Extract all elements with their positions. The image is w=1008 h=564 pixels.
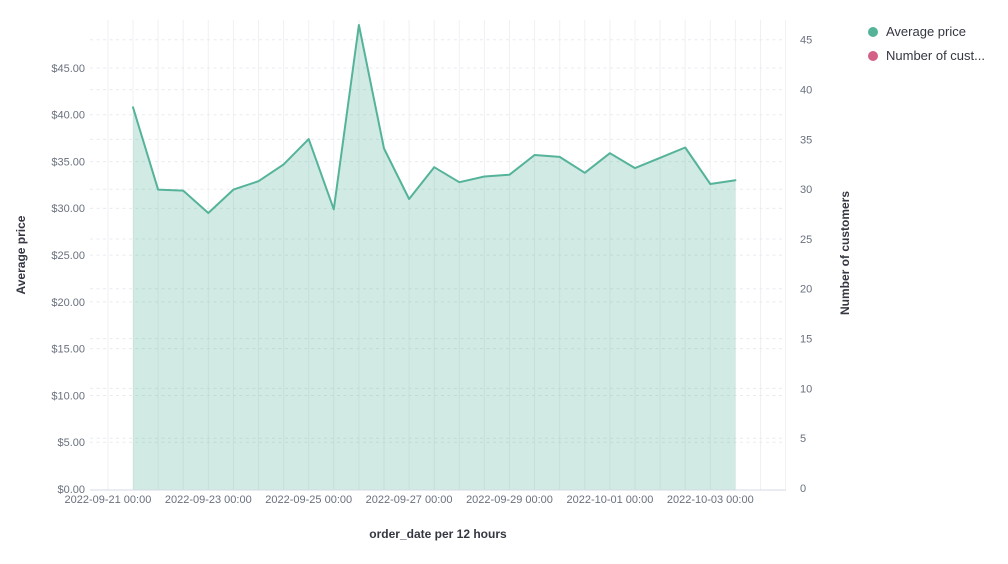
legend-item-number-of-customers[interactable]: Number of cust... <box>868 49 985 63</box>
left-axis-tick-label: $5.00 <box>57 437 85 449</box>
left-axis-tick-label: $40.00 <box>51 110 85 122</box>
left-axis-tick-labels: $0.00 $5.00 $10.00 $15.00 $20.00 $25.00 $30.00… <box>51 63 85 496</box>
x-axis-tick-label: 2022-09-21 00:00 <box>64 494 151 506</box>
left-axis-tick-label: $20.00 <box>51 297 85 309</box>
x-axis-tick-label: 2022-09-27 00:00 <box>366 494 453 506</box>
left-axis-tick-label: $45.00 <box>51 63 85 75</box>
average-price-area[interactable] <box>133 25 736 490</box>
left-axis-tick-label: $0.00 <box>57 484 85 496</box>
legend-label: Average price <box>886 24 966 39</box>
legend: Average price Number of cust... <box>868 25 985 63</box>
right-axis-tick-label: 5 <box>800 433 806 445</box>
left-axis-tick-label: $30.00 <box>51 203 85 215</box>
right-axis-tick-labels: 0 5 10 15 20 25 30 35 40 45 <box>800 35 812 495</box>
x-axis-tick-labels: 2022-09-21 00:00 2022-09-23 00:00 2022-09-… <box>64 494 753 506</box>
legend-item-average-price[interactable]: Average price <box>868 25 985 39</box>
left-axis-tick-label: $25.00 <box>51 250 85 262</box>
horizontal-gridlines <box>90 39 786 443</box>
x-axis-tick-label: 2022-10-01 00:00 <box>566 494 653 506</box>
average-price-line <box>132 24 737 214</box>
x-axis-tick-label: 2022-09-29 00:00 <box>466 494 553 506</box>
legend-label: Number of cust... <box>886 48 985 63</box>
x-axis-tick-label: 2022-09-25 00:00 <box>265 494 352 506</box>
series-group <box>132 24 737 490</box>
plot-area[interactable] <box>90 20 786 490</box>
left-axis-title: Average price <box>14 215 28 294</box>
right-axis-tick-label: 20 <box>800 284 812 296</box>
right-axis-tick-label: 25 <box>800 234 812 246</box>
series-color-dot <box>868 27 878 37</box>
series-color-dot <box>868 51 878 61</box>
left-axis-tick-label: $15.00 <box>51 344 85 356</box>
right-axis-tick-label: 10 <box>800 383 812 395</box>
right-axis-tick-label: 40 <box>800 84 812 96</box>
right-axis-tick-label: 0 <box>800 483 806 495</box>
right-axis-title: Number of customers <box>838 191 852 315</box>
right-axis-tick-label: 15 <box>800 333 812 345</box>
left-axis-tick-label: $10.00 <box>51 390 85 402</box>
x-axis-tick-label: 2022-10-03 00:00 <box>667 494 754 506</box>
right-axis-tick-label: 30 <box>800 184 812 196</box>
right-axis-tick-label: 45 <box>800 35 812 47</box>
left-axis-tick-label: $35.00 <box>51 156 85 168</box>
right-axis-tick-label: 35 <box>800 134 812 146</box>
x-axis-title: order_date per 12 hours <box>369 527 507 541</box>
x-axis-tick-label: 2022-09-23 00:00 <box>165 494 252 506</box>
